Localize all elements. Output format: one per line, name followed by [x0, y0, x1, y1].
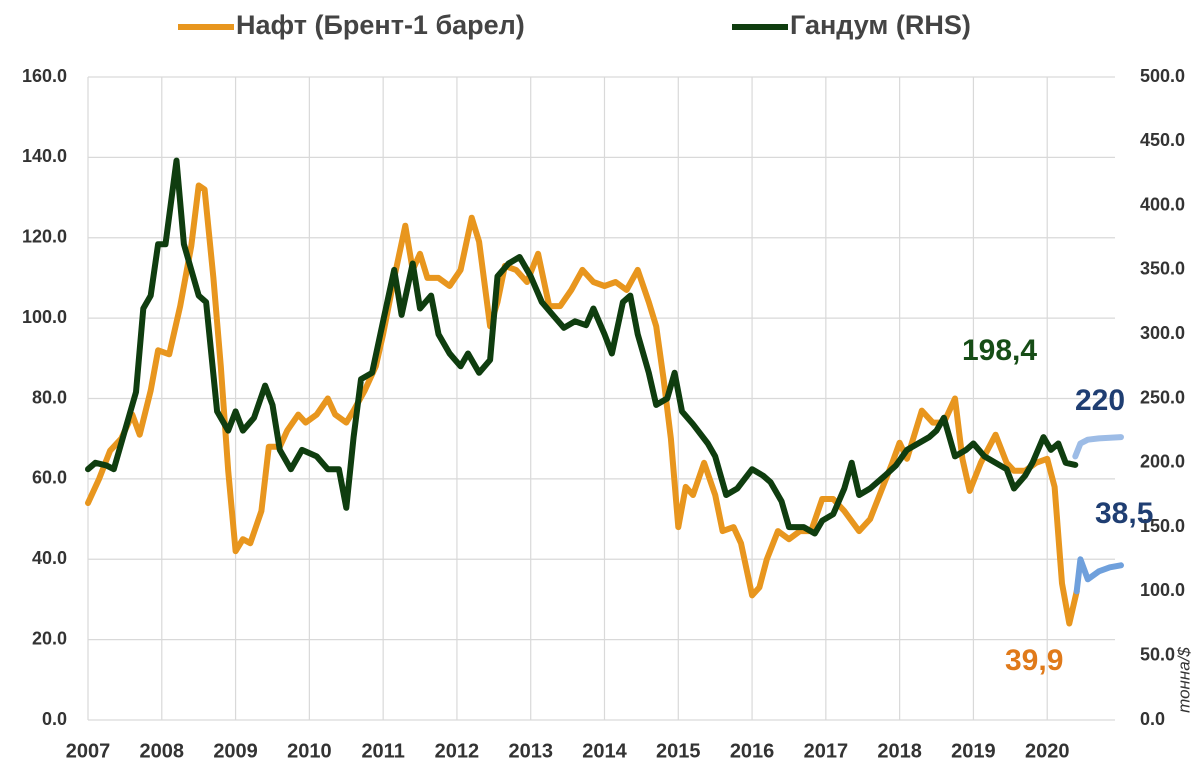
x-tick-label: 2015	[656, 740, 701, 762]
x-tick-label: 2018	[877, 740, 922, 762]
y2-tick-label: 200.0	[1140, 452, 1185, 472]
annotation: 39,9	[1005, 644, 1063, 677]
y2-tick-label: 150.0	[1140, 516, 1185, 536]
y2-axis-label: тонна/$	[1174, 647, 1193, 713]
x-tick-label: 2017	[804, 740, 849, 762]
annotation: 38,5	[1095, 497, 1153, 530]
series-line	[1073, 556, 1124, 595]
legend-label: Гандум (RHS)	[790, 10, 971, 40]
x-tick-label: 2013	[508, 740, 553, 762]
legend-label: Нафт (Брент-1 барел)	[236, 10, 525, 40]
y2-tick-label: 100.0	[1140, 580, 1185, 600]
x-tick-label: 2010	[287, 740, 332, 762]
x-tick-label: 2019	[951, 740, 996, 762]
y-tick-label: 80.0	[32, 387, 67, 407]
y-tick-label: 60.0	[32, 468, 67, 488]
x-tick-label: 2009	[213, 740, 258, 762]
annotation: 198,4	[962, 334, 1037, 367]
y-tick-label: 100.0	[22, 307, 67, 327]
y2-tick-label: 500.0	[1140, 66, 1185, 86]
y-tick-label: 160.0	[22, 66, 67, 86]
y-tick-label: 40.0	[32, 548, 67, 568]
y2-tick-label: 400.0	[1140, 194, 1185, 214]
series-line	[85, 182, 1080, 627]
y2-tick-label: 450.0	[1140, 130, 1185, 150]
y2-tick-label: 250.0	[1140, 387, 1185, 407]
y-tick-label: 20.0	[32, 628, 67, 648]
series-line	[85, 157, 1079, 537]
y-tick-label: 120.0	[22, 227, 67, 247]
x-tick-label: 2020	[1025, 740, 1070, 762]
annotation: 220	[1075, 384, 1125, 417]
x-tick-label: 2014	[582, 740, 627, 762]
series-line	[1072, 434, 1124, 460]
y2-tick-label: 350.0	[1140, 259, 1185, 279]
y2-tick-label: 0.0	[1140, 709, 1165, 729]
x-tick-label: 2016	[730, 740, 775, 762]
x-tick-label: 2007	[66, 740, 111, 762]
x-tick-label: 2008	[140, 740, 185, 762]
x-tick-label: 2011	[361, 740, 404, 762]
x-tick-label: 2012	[435, 740, 480, 762]
y2-tick-label: 50.0	[1140, 644, 1175, 664]
y-tick-label: 0.0	[42, 709, 67, 729]
y2-tick-label: 300.0	[1140, 323, 1185, 343]
y-tick-label: 140.0	[22, 146, 67, 166]
